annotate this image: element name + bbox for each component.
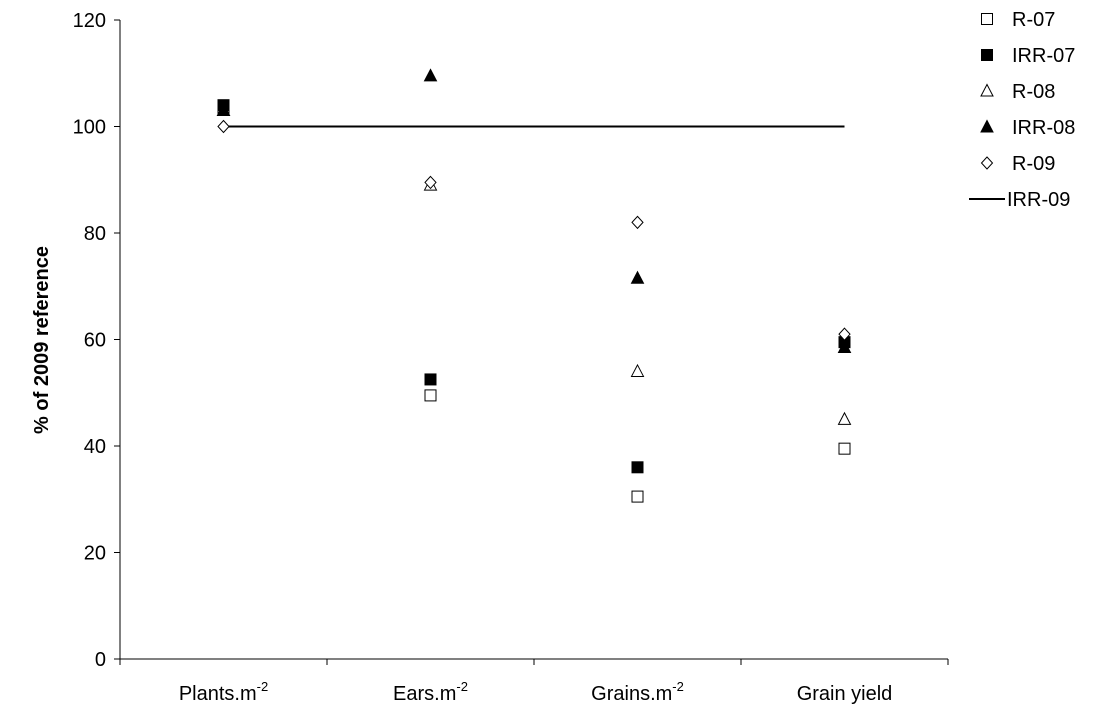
x-category-label: Grain yield [797, 683, 893, 705]
y-tick-label: 80 [84, 223, 106, 245]
y-tick-label: 40 [84, 436, 106, 458]
legend-label: IRR-08 [1012, 117, 1075, 139]
legend-label: IRR-07 [1012, 45, 1075, 67]
data-point [837, 411, 852, 425]
legend-label: R-09 [1012, 153, 1055, 175]
data-point [631, 490, 644, 503]
legend-label: R-07 [1012, 9, 1055, 31]
y-tick-label: 0 [95, 649, 106, 671]
series-r-07 [217, 101, 851, 503]
y-tick-label: 60 [84, 330, 106, 352]
x-category-label: Ears.m-2 [393, 679, 468, 705]
legend-swatch [980, 83, 994, 97]
legend: R-07 IRR-07 R-08 IRR-08 R-09 IRR-09 [969, 9, 1075, 211]
legend-label: IRR-09 [1007, 189, 1070, 211]
data-point [424, 389, 437, 402]
data-point [838, 442, 851, 455]
legend-swatch [981, 49, 993, 61]
series-r-08 [216, 102, 852, 425]
data-point [630, 270, 645, 284]
data-point [838, 327, 851, 341]
legend-item: R-09 [980, 153, 1055, 175]
legend-swatch [980, 119, 994, 133]
data-point [631, 461, 644, 474]
series-layer [216, 68, 852, 503]
legend-item: R-07 [981, 9, 1055, 31]
series-irr-08 [216, 68, 852, 353]
y-tick-label: 120 [73, 10, 106, 32]
legend-item: IRR-08 [980, 117, 1075, 139]
legend-swatch [980, 156, 994, 170]
legend-swatch [981, 13, 993, 25]
y-axis-label: % of 2009 reference [31, 246, 53, 434]
y-tick-label: 100 [73, 117, 106, 139]
x-category-label: Grains.m-2 [591, 679, 684, 705]
axes: 0 20 40 60 80 100 120 Plants.m-2 Ears.m-2 Grains.… [73, 10, 949, 705]
data-point [424, 175, 437, 190]
data-point [630, 363, 645, 377]
legend-item: IRR-07 [981, 45, 1075, 67]
legend-item: IRR-09 [969, 189, 1070, 211]
data-point [424, 373, 437, 386]
legend-label: R-08 [1012, 81, 1055, 103]
series-irr-07 [217, 99, 851, 474]
data-point [216, 102, 231, 117]
legend-item: R-08 [980, 81, 1055, 103]
y-tick-label: 20 [84, 543, 106, 565]
data-point [631, 215, 644, 230]
x-category-label: Plants.m-2 [179, 679, 268, 705]
data-point [837, 339, 852, 353]
data-point [217, 119, 230, 134]
series-r-09 [217, 119, 851, 341]
data-point [423, 68, 438, 82]
